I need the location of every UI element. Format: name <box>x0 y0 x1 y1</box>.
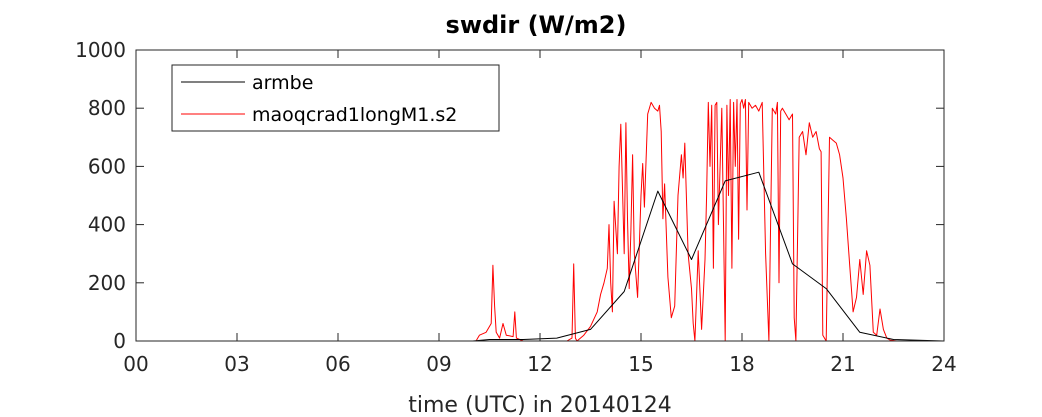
series-layer <box>136 99 945 342</box>
x-tick-label: 00 <box>123 352 148 376</box>
x-tick-label: 09 <box>426 352 451 376</box>
series-line-1 <box>136 99 944 342</box>
x-tick-label: 18 <box>729 352 754 376</box>
legend-label-0: armbe <box>252 72 313 94</box>
x-tick-label: 24 <box>931 352 956 376</box>
legend-label-1: maoqcrad1longM1.s2 <box>252 104 457 126</box>
legend: armbe maoqcrad1longM1.s2 <box>171 64 500 132</box>
x-axis: 00 03 06 09 12 15 18 21 24 <box>123 50 957 376</box>
chart-title: swdir (W/m2) <box>446 11 627 39</box>
legend-box <box>171 64 500 132</box>
y-tick-label: 400 <box>88 213 126 237</box>
y-tick-label: 0 <box>113 329 126 353</box>
x-tick-label: 12 <box>527 352 552 376</box>
x-tick-label: 15 <box>628 352 653 376</box>
x-tick-label: 03 <box>224 352 249 376</box>
y-axis: 0 200 400 600 800 1000 <box>75 38 944 353</box>
x-tick-label: 06 <box>325 352 350 376</box>
y-tick-label: 600 <box>88 154 126 178</box>
x-tick-label: 21 <box>830 352 855 376</box>
x-axis-label: time (UTC) in 20140124 <box>408 393 672 417</box>
y-tick-label: 800 <box>88 96 126 120</box>
y-tick-label: 1000 <box>75 38 126 62</box>
y-tick-label: 200 <box>88 271 126 295</box>
series-line-0 <box>136 171 945 342</box>
